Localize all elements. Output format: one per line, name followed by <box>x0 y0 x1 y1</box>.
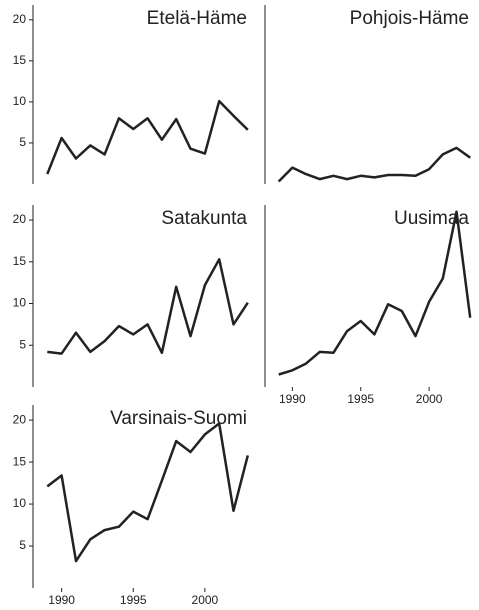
data-line <box>277 146 471 183</box>
x-tick-label: 1995 <box>120 593 147 607</box>
x-tick-label: 2000 <box>416 392 443 406</box>
y-tick-label: 5 <box>19 135 26 149</box>
y-tick-label: 15 <box>13 53 27 67</box>
y-tick-label: 5 <box>19 538 26 552</box>
y-tick-label: 15 <box>13 254 27 268</box>
x-tick-label: 1990 <box>279 392 306 406</box>
panel-title: Etelä-Häme <box>147 8 247 29</box>
panel-title: Pohjois-Häme <box>350 8 469 29</box>
y-tick-label: 5 <box>19 337 26 351</box>
data-line <box>46 99 249 175</box>
x-tick-label: 1990 <box>48 593 75 607</box>
panel-title: Satakunta <box>161 208 247 229</box>
panel-title: Uusimaa <box>394 208 469 229</box>
y-tick-label: 10 <box>13 496 27 510</box>
y-tick-label: 15 <box>13 454 27 468</box>
x-tick-label: 2000 <box>192 593 219 607</box>
y-tick-label: 20 <box>13 212 27 226</box>
y-tick-label: 10 <box>13 296 27 310</box>
data-line <box>46 422 250 563</box>
x-tick-label: 1995 <box>347 392 374 406</box>
data-line <box>47 258 249 355</box>
y-tick-label: 20 <box>13 12 27 26</box>
data-line <box>278 210 472 376</box>
panel-title: Varsinais-Suomi <box>110 408 247 429</box>
y-tick-label: 10 <box>13 94 27 108</box>
y-tick-label: 20 <box>13 412 27 426</box>
